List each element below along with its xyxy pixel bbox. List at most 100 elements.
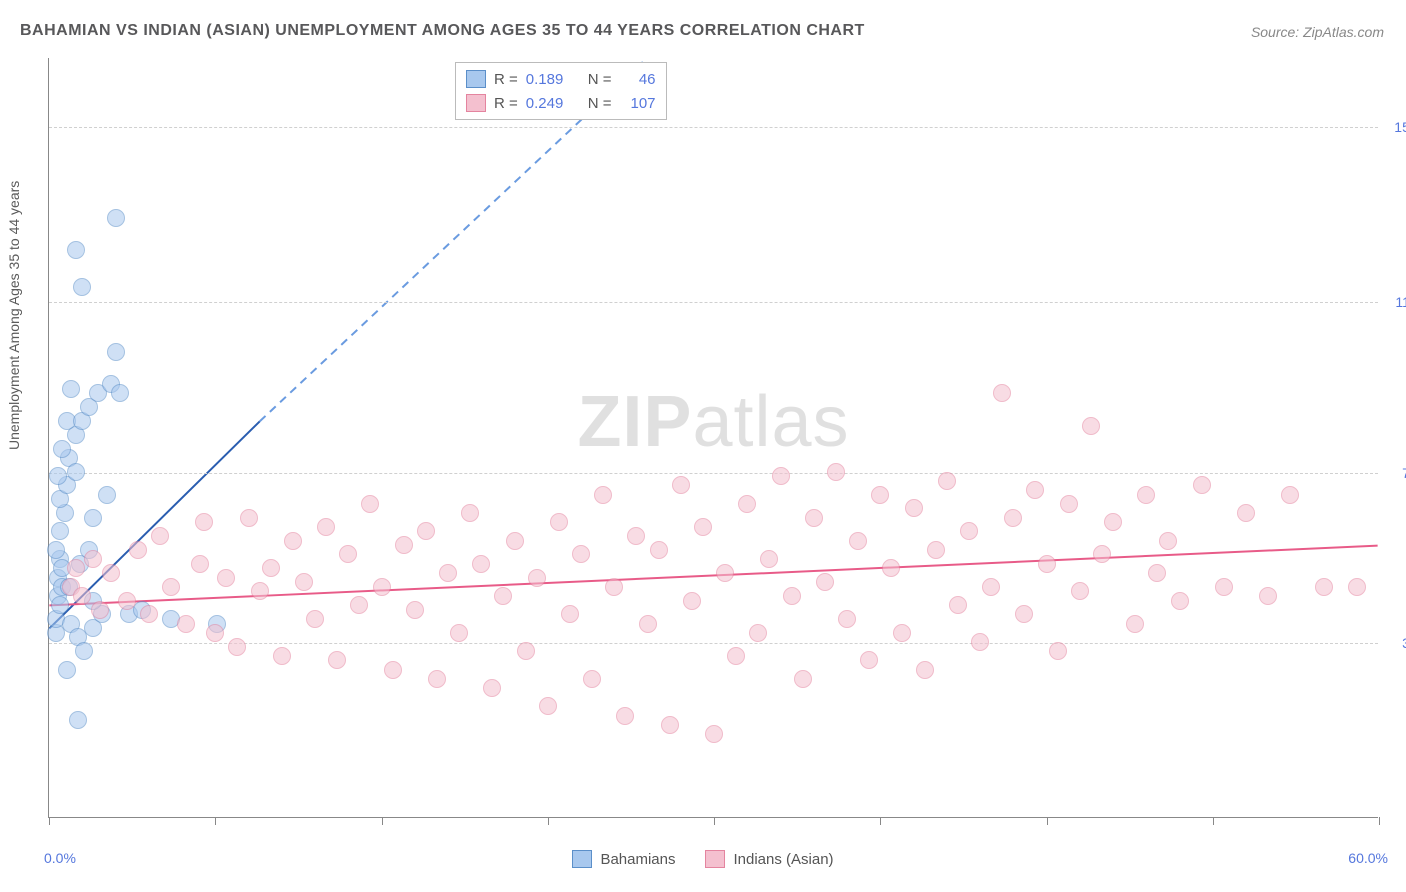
data-point: [107, 343, 125, 361]
data-point: [1348, 578, 1366, 596]
data-point: [849, 532, 867, 550]
data-point: [1038, 555, 1056, 573]
data-point: [1159, 532, 1177, 550]
data-point: [661, 716, 679, 734]
data-point: [805, 509, 823, 527]
data-point: [528, 569, 546, 587]
y-tick-label: 15.0%: [1394, 119, 1406, 135]
data-point: [1259, 587, 1277, 605]
data-point: [273, 647, 291, 665]
legend-N-label: N =: [588, 95, 612, 112]
data-point: [107, 209, 125, 227]
data-point: [162, 578, 180, 596]
data-point: [51, 596, 69, 614]
data-point: [1093, 545, 1111, 563]
data-point: [772, 467, 790, 485]
watermark: ZIPatlas: [577, 381, 849, 463]
legend-swatch: [705, 850, 725, 868]
data-point: [860, 651, 878, 669]
legend-swatch: [466, 94, 486, 112]
data-point: [217, 569, 235, 587]
data-point: [539, 697, 557, 715]
data-point: [916, 661, 934, 679]
data-point: [228, 638, 246, 656]
data-point: [1060, 495, 1078, 513]
data-point: [306, 610, 324, 628]
data-point: [616, 707, 634, 725]
legend-swatch: [466, 70, 486, 88]
data-point: [395, 536, 413, 554]
gridline: [49, 302, 1378, 303]
data-point: [1137, 486, 1155, 504]
data-point: [129, 541, 147, 559]
data-point: [783, 587, 801, 605]
x-tick: [215, 817, 216, 825]
data-point: [240, 509, 258, 527]
data-point: [1015, 605, 1033, 623]
data-point: [73, 587, 91, 605]
data-point: [506, 532, 524, 550]
data-point: [102, 564, 120, 582]
data-point: [384, 661, 402, 679]
data-point: [827, 463, 845, 481]
data-point: [317, 518, 335, 536]
series-legend-label: Bahamians: [600, 851, 675, 868]
data-point: [195, 513, 213, 531]
data-point: [1104, 513, 1122, 531]
data-point: [705, 725, 723, 743]
data-point: [284, 532, 302, 550]
data-point: [993, 384, 1011, 402]
data-point: [550, 513, 568, 531]
plot-area: ZIPatlas 3.8%7.5%11.2%15.0%: [48, 58, 1378, 818]
data-point: [949, 596, 967, 614]
data-point: [69, 711, 87, 729]
correlation-legend-row: R =0.189N =46: [466, 67, 656, 91]
data-point: [84, 509, 102, 527]
series-legend-item: Bahamians: [572, 850, 675, 868]
y-tick-label: 11.2%: [1395, 294, 1406, 310]
gridline: [49, 643, 1378, 644]
data-point: [251, 582, 269, 600]
legend-N-label: N =: [588, 71, 612, 88]
data-point: [960, 522, 978, 540]
x-tick: [1379, 817, 1380, 825]
data-point: [494, 587, 512, 605]
legend-R-value: 0.249: [526, 95, 580, 112]
data-point: [971, 633, 989, 651]
data-point: [73, 278, 91, 296]
data-point: [51, 522, 69, 540]
data-point: [683, 592, 701, 610]
data-point: [118, 592, 136, 610]
data-point: [561, 605, 579, 623]
y-tick-label: 7.5%: [1402, 465, 1406, 481]
data-point: [1126, 615, 1144, 633]
data-point: [361, 495, 379, 513]
data-point: [760, 550, 778, 568]
data-point: [727, 647, 745, 665]
data-point: [871, 486, 889, 504]
data-point: [927, 541, 945, 559]
data-point: [450, 624, 468, 642]
data-point: [627, 527, 645, 545]
trend-lines: [49, 58, 1378, 817]
data-point: [67, 559, 85, 577]
data-point: [151, 527, 169, 545]
data-point: [91, 601, 109, 619]
data-point: [262, 559, 280, 577]
data-point: [1281, 486, 1299, 504]
data-point: [177, 615, 195, 633]
data-point: [794, 670, 812, 688]
data-point: [838, 610, 856, 628]
data-point: [1049, 642, 1067, 660]
data-point: [1148, 564, 1166, 582]
data-point: [140, 605, 158, 623]
data-point: [572, 545, 590, 563]
data-point: [893, 624, 911, 642]
data-point: [1215, 578, 1233, 596]
data-point: [47, 541, 65, 559]
data-point: [938, 472, 956, 490]
data-point: [905, 499, 923, 517]
data-point: [206, 624, 224, 642]
chart-title: BAHAMIAN VS INDIAN (ASIAN) UNEMPLOYMENT …: [20, 22, 865, 40]
correlation-legend-row: R =0.249N =107: [466, 91, 656, 115]
